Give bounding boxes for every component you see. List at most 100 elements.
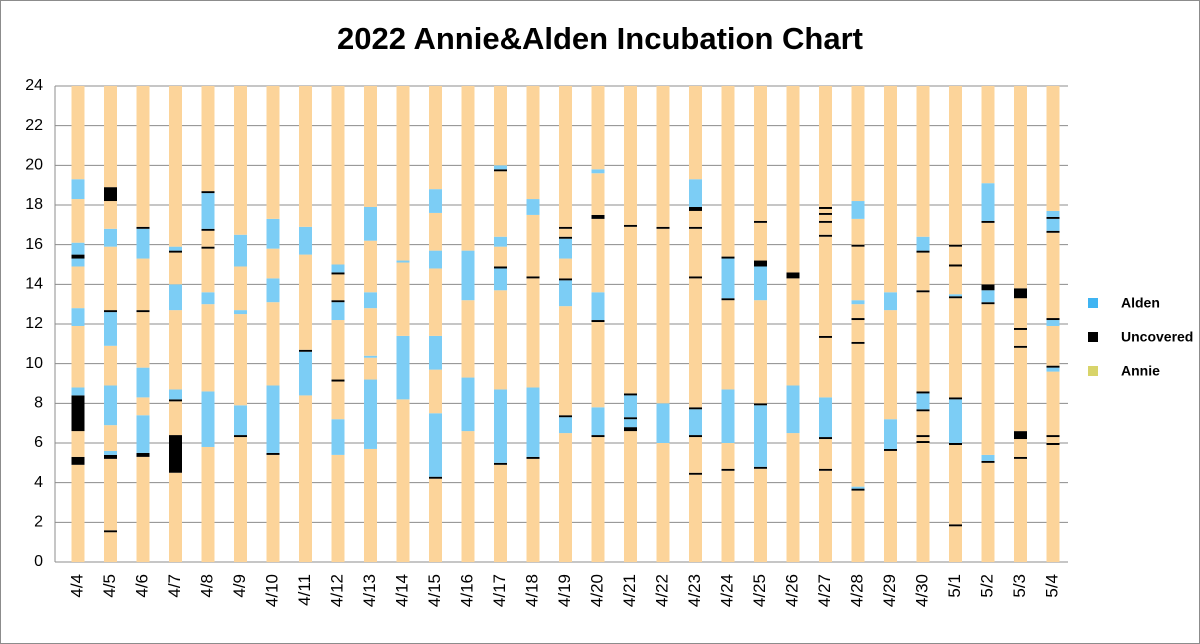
segment [331,86,345,265]
segment [104,450,117,455]
segment [1014,456,1027,459]
segment [916,250,930,253]
segment [624,393,637,396]
segment [494,389,507,463]
segment [266,454,280,562]
x-tick-label: 4/19 [555,574,574,607]
segment [689,278,702,408]
segment [786,86,800,273]
segment [851,490,865,562]
segment [819,206,832,209]
segment [981,454,995,461]
segment [689,226,702,229]
segment [71,254,85,259]
segment [851,86,865,202]
segment [364,355,377,358]
segment [396,399,410,562]
segment [916,252,930,291]
segment [916,411,930,436]
segment [656,86,670,227]
segment [299,351,312,396]
segment [364,292,377,309]
segment [299,86,312,227]
segment [104,458,117,531]
segment [104,532,117,562]
segment [949,264,962,267]
segment [429,268,442,336]
x-tick-label: 4/26 [782,574,801,607]
segment [656,403,670,443]
segment [299,226,312,255]
segment [461,250,475,301]
segment [234,437,247,562]
segment [689,179,702,207]
segment [624,224,637,227]
segment [591,320,605,323]
segment [851,246,865,301]
segment [364,240,377,293]
x-tick-label: 4/6 [132,574,151,598]
segment [71,431,85,457]
segment [851,318,865,321]
segment [201,191,215,194]
segment [591,437,605,562]
y-tick-label: 24 [25,77,43,94]
segment [266,452,280,455]
segment [429,478,442,562]
segment [169,389,182,400]
segment [201,391,215,447]
segment [1014,288,1027,299]
segment [916,391,930,394]
segment [1014,298,1027,328]
segment [169,472,182,562]
segment [851,300,865,305]
segment [1046,320,1060,326]
y-tick-label: 2 [34,514,43,531]
segment [526,458,540,562]
segment [234,86,247,235]
segment [754,86,767,221]
segment [136,86,150,227]
segment [689,210,702,227]
segment [1014,86,1027,289]
segment [819,470,832,562]
segment [364,86,377,207]
segment [916,236,930,251]
segment [916,393,930,410]
segment [591,173,605,215]
segment [754,260,767,267]
x-tick-label: 4/21 [620,574,639,607]
segment [169,310,182,390]
segment [689,472,702,475]
segment [721,300,735,390]
segment [559,278,572,281]
segment [559,306,572,416]
segment [689,474,702,562]
segment [721,443,735,469]
segment [364,448,377,562]
segment [754,468,767,562]
segment [494,86,507,166]
segment [949,397,962,400]
segment [494,290,507,390]
segment [559,86,572,227]
segment [299,395,312,562]
segment [299,349,312,352]
segment [104,425,117,451]
segment [234,314,247,406]
segment [851,201,865,219]
segment [624,427,637,432]
segment [754,405,767,467]
segment [1046,232,1060,319]
segment [1046,435,1060,438]
segment [721,468,735,471]
segment [104,385,117,426]
segment [689,86,702,180]
segment [1046,318,1060,321]
segment [721,470,735,562]
segment [689,437,702,473]
segment [981,460,995,463]
segment [136,452,150,457]
segment [819,234,832,237]
segment [884,448,897,451]
